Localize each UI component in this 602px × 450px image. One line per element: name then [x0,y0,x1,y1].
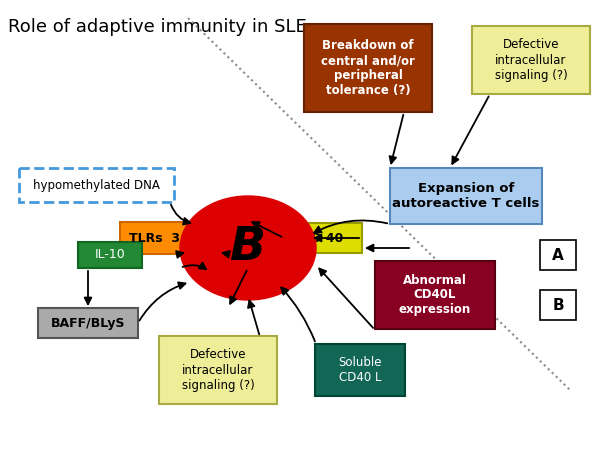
Text: Expansion of
autoreactive T cells: Expansion of autoreactive T cells [393,182,539,210]
FancyBboxPatch shape [375,261,495,329]
Text: hypomethylated DNA: hypomethylated DNA [33,179,160,192]
FancyBboxPatch shape [315,344,405,396]
FancyBboxPatch shape [120,222,230,254]
FancyBboxPatch shape [304,24,432,112]
FancyBboxPatch shape [78,242,142,268]
Text: Defective
intracellular
signaling (?): Defective intracellular signaling (?) [495,39,567,81]
FancyBboxPatch shape [38,308,138,338]
FancyBboxPatch shape [284,223,362,253]
Text: Soluble
CD40 L: Soluble CD40 L [338,356,382,384]
Text: B: B [230,225,266,270]
Ellipse shape [180,196,316,300]
Text: Role of adaptive immunity in SLE: Role of adaptive immunity in SLE [8,18,307,36]
Text: CD 40: CD 40 [302,231,344,244]
Text: IL-10: IL-10 [95,248,125,261]
FancyBboxPatch shape [159,336,277,404]
Text: Breakdown of
central and/or
peripheral
tolerance (?): Breakdown of central and/or peripheral t… [321,39,415,97]
FancyBboxPatch shape [390,168,542,224]
FancyBboxPatch shape [19,168,173,202]
FancyBboxPatch shape [540,240,576,270]
Text: A: A [552,248,564,262]
Text: B: B [552,297,564,312]
Text: Abnormal
CD40L
expression: Abnormal CD40L expression [399,274,471,316]
Text: TLRs  3,7,8,9: TLRs 3,7,8,9 [129,231,220,244]
FancyBboxPatch shape [472,26,590,94]
FancyBboxPatch shape [540,290,576,320]
Text: Defective
intracellular
signaling (?): Defective intracellular signaling (?) [182,348,255,392]
Text: BAFF/BLyS: BAFF/BLyS [51,316,125,329]
